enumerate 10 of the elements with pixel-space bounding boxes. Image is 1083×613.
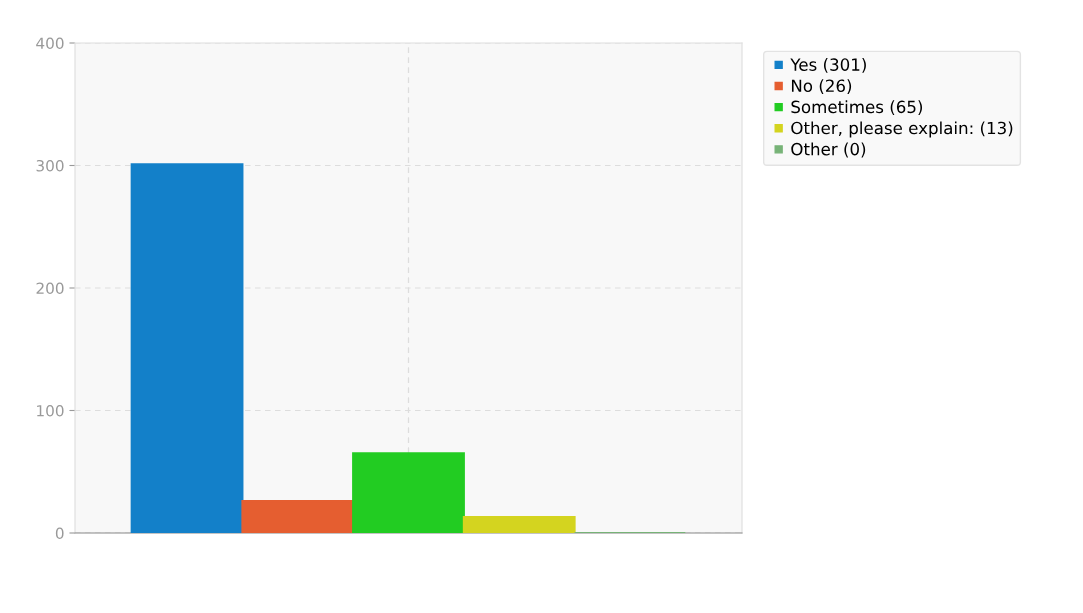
y-tick-label: 100 [37,404,64,417]
legend-label: Yes (301) [790,58,866,73]
y-tick-label: 200 [36,282,64,295]
y-tick-label: 300 [36,159,64,172]
legend-label: Other (0) [791,142,866,158]
y-tick-label: 0 [55,527,64,540]
legend-label: No (26) [791,79,852,94]
y-tick-label: 400 [36,37,64,50]
legend-label: Other, please explain: (13) [791,121,1013,138]
legend-label: Sometimes (65) [791,100,923,116]
